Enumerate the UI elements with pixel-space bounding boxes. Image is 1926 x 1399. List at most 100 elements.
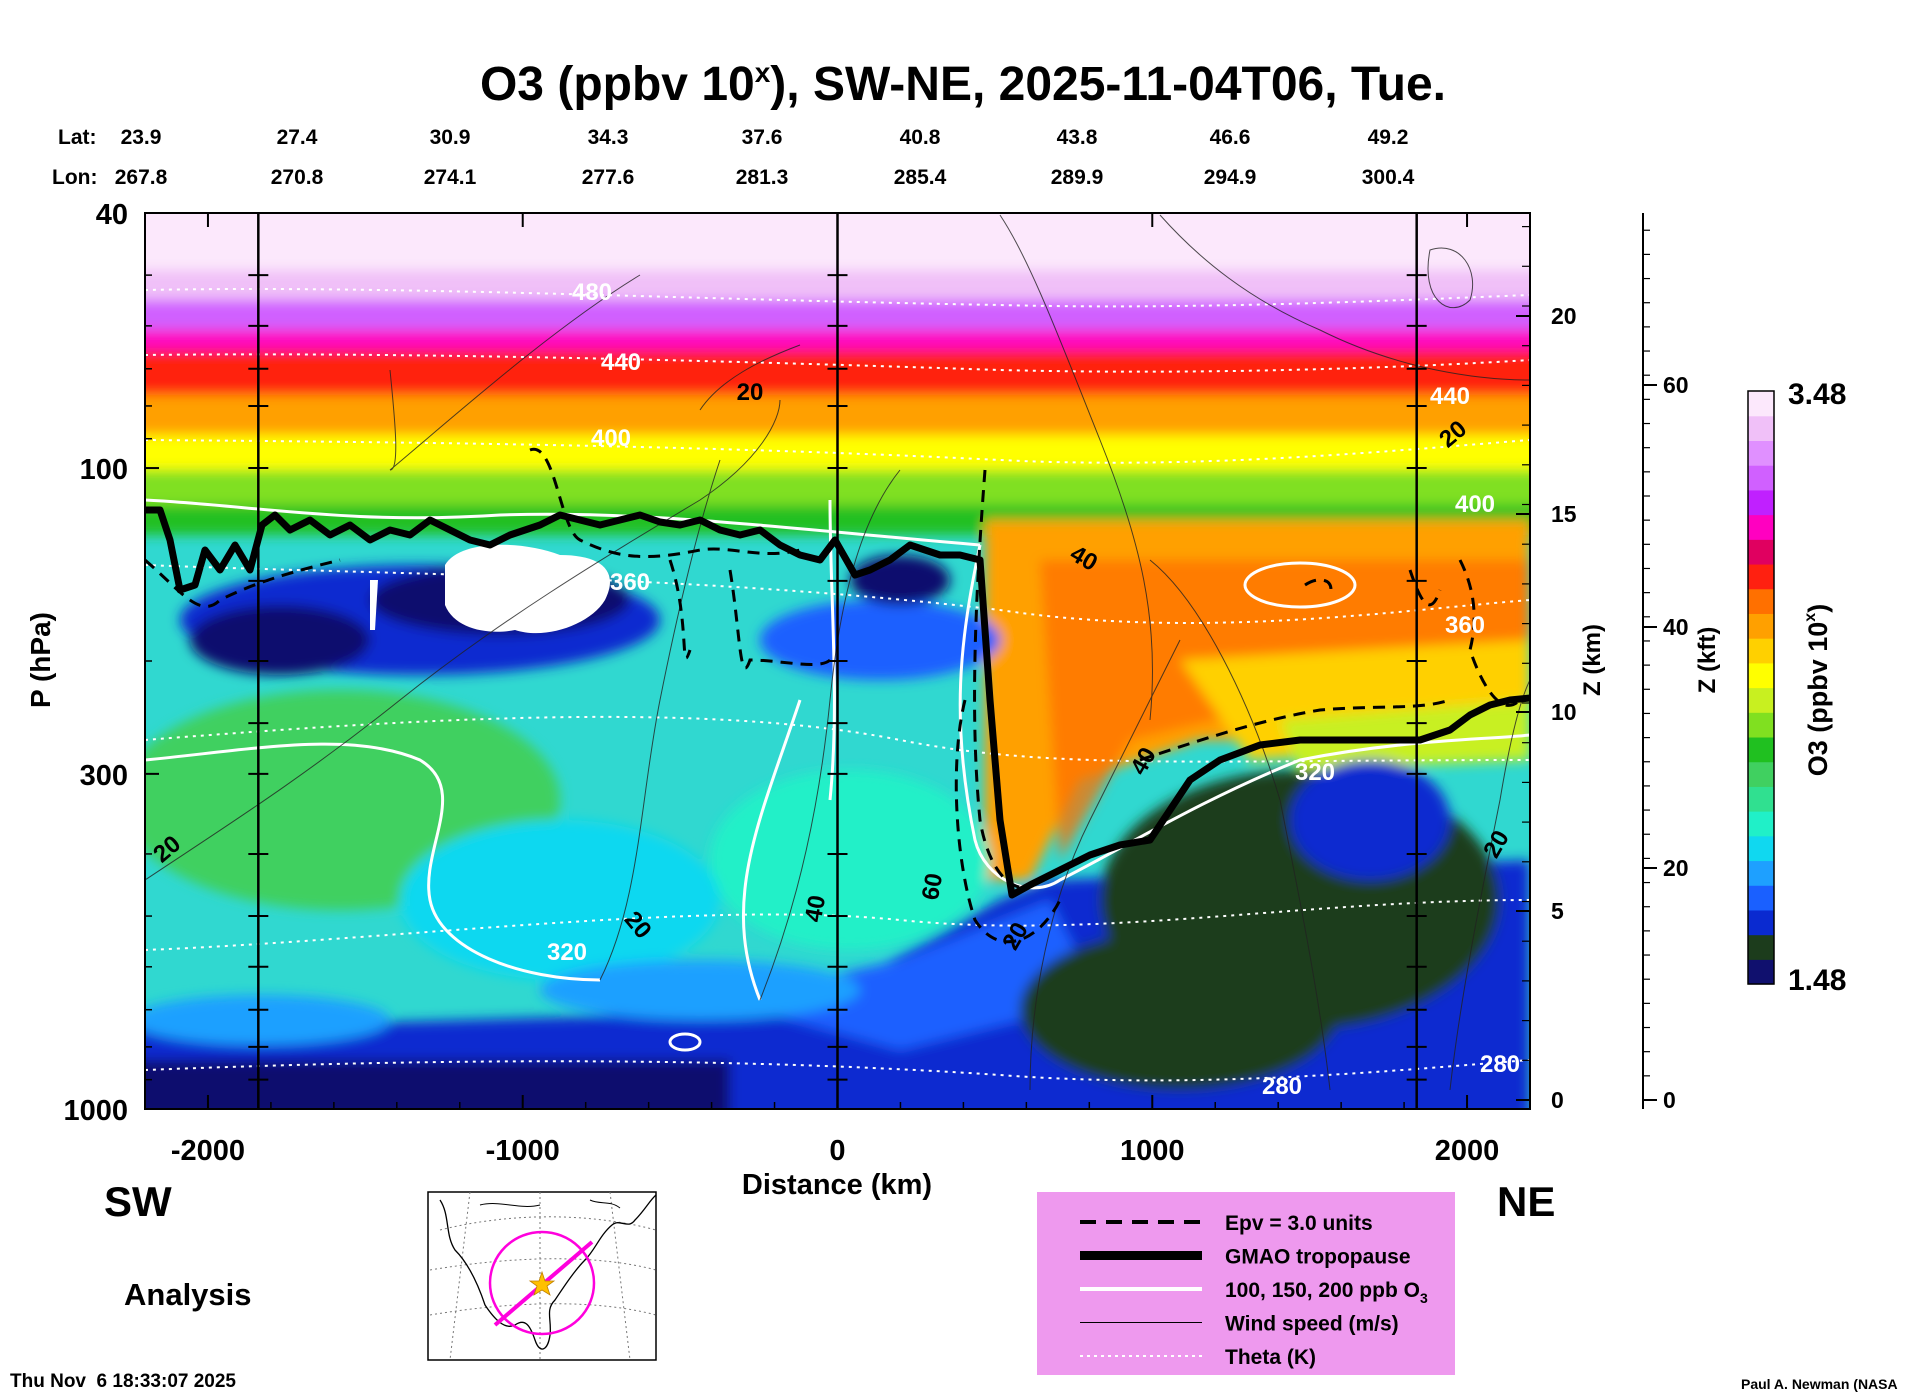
credit: Paul A. Newman (NASA (1741, 1376, 1898, 1392)
domain-circle (488, 1230, 596, 1336)
lat-value: 23.9 (121, 126, 162, 149)
theta-label: 440 (1430, 383, 1470, 410)
colorbar-swatch (1748, 588, 1774, 614)
colorbar-swatch (1748, 959, 1774, 985)
analysis-label: Analysis (124, 1277, 252, 1312)
x-tick-label: 2000 (1435, 1135, 1500, 1167)
x-tick-label: -1000 (486, 1135, 560, 1167)
lat-value: 27.4 (277, 126, 318, 149)
theta-label: 480 (572, 279, 612, 306)
z-kft-tick-label: 40 (1663, 614, 1689, 640)
lon-value: 274.1 (424, 166, 477, 189)
colorbar-swatch (1748, 662, 1774, 689)
x-tick-label: 1000 (1120, 1135, 1185, 1167)
title-superscript: x (755, 57, 771, 88)
lat-value: 37.6 (742, 126, 783, 149)
tropopause-line (145, 506, 1530, 899)
lon-value: 294.9 (1204, 166, 1257, 189)
colorbar-swatch (1748, 563, 1774, 590)
lat-value: 30.9 (430, 126, 471, 149)
theta-label: 360 (610, 569, 650, 596)
lon-value: 285.4 (894, 166, 947, 189)
z-km-tick-label: 10 (1551, 699, 1577, 725)
y-tick-label: 300 (80, 760, 128, 792)
colorbar-swatch (1748, 539, 1774, 565)
sw-label: SW (104, 1178, 172, 1225)
x-tick-label: 0 (829, 1135, 845, 1167)
z-kft-tick-label: 0 (1663, 1087, 1676, 1113)
colorbar-swatch (1748, 712, 1774, 738)
colorbar-swatch (1748, 465, 1774, 491)
y-tick-label: 40 (96, 199, 128, 231)
colorbar-swatch (1748, 860, 1774, 886)
lon-value: 277.6 (582, 166, 635, 189)
legend-label: 100, 150, 200 ppb O3 (1225, 1279, 1428, 1306)
colorbar-swatch (1748, 638, 1774, 664)
y-axis-title: P (hPa) (25, 612, 56, 708)
colorbar-swatch (1748, 489, 1774, 516)
z-km-title: Z (km) (1579, 624, 1606, 696)
colorbar-swatch (1748, 786, 1774, 812)
colorbar-swatch (1748, 909, 1774, 936)
center-star-icon (528, 1270, 556, 1296)
colorbar: 3.48 1.48 O3 (ppbv 10x) (1747, 378, 1846, 997)
colorbar-swatch (1748, 885, 1774, 911)
theta-label: 280 (1480, 1051, 1520, 1078)
lon-value: 281.3 (736, 166, 789, 189)
contour-labels: 4804404003603202804404003603202802040604… (148, 279, 1520, 1100)
legend-label: Theta (K) (1225, 1346, 1316, 1369)
lon-value: 300.4 (1362, 166, 1415, 189)
colorbar-swatch (1748, 934, 1774, 960)
z-km-tick-label: 20 (1551, 303, 1577, 329)
theta-label: 280 (1262, 1073, 1302, 1100)
colorbar-swatch (1748, 391, 1774, 417)
legend: Epv = 3.0 units GMAO tropopause 100, 150, … (1037, 1192, 1455, 1375)
wind-label: 40 (800, 893, 831, 924)
wind-label: 60 (917, 871, 948, 902)
theta-label: 400 (591, 425, 631, 452)
y-tick-label: 100 (80, 454, 128, 486)
colorbar-swatch (1748, 613, 1774, 639)
z-km-tick-label: 15 (1551, 501, 1577, 527)
inset-map (427, 1191, 657, 1361)
theta-label: 440 (601, 349, 641, 376)
z-kft-title: Z (kft) (1694, 627, 1721, 694)
theta-label: 400 (1455, 491, 1495, 518)
theta-label: 360 (1445, 612, 1485, 639)
z-kft-tick-label: 20 (1663, 855, 1689, 881)
lat-label: Lat: (58, 126, 97, 149)
colorbar-min-label: 1.48 (1788, 964, 1846, 997)
legend-label: GMAO tropopause (1225, 1246, 1411, 1269)
theta-contours (145, 287, 1530, 1082)
colorbar-swatch (1748, 736, 1774, 763)
colorbar-max-label: 3.48 (1788, 378, 1846, 411)
z-km-tick-label: 5 (1551, 898, 1564, 924)
lon-value: 270.8 (271, 166, 324, 189)
lon-value: 289.9 (1051, 166, 1104, 189)
lat-value: 46.6 (1210, 126, 1251, 149)
lon-label: Lon: (52, 166, 97, 189)
legend-label: Wind speed (m/s) (1225, 1313, 1399, 1336)
colorbar-swatch (1748, 761, 1774, 787)
lat-value: 49.2 (1368, 126, 1409, 149)
colorbar-frame (1747, 390, 1775, 985)
colorbar-swatch (1748, 687, 1774, 713)
lon-value: 267.8 (115, 166, 168, 189)
legend-label: Epv = 3.0 units (1225, 1212, 1373, 1235)
colorbar-swatch (1748, 440, 1774, 466)
lat-value: 40.8 (900, 126, 941, 149)
colorbar-swatch (1748, 415, 1774, 442)
theta-label: 320 (1295, 759, 1335, 786)
chart-title: O3 (ppbv 10x), SW-NE, 2025-11-04T06, Tue… (480, 57, 1446, 111)
wind-label: 20 (737, 379, 764, 406)
lat-value: 34.3 (588, 126, 629, 149)
colorbar-swatch (1748, 835, 1774, 862)
y-tick-label: 1000 (63, 1095, 128, 1127)
timestamp: Thu Nov 6 18:33:07 2025 (10, 1371, 236, 1392)
colorbar-title: O3 (ppbv 10x) (1802, 604, 1833, 776)
x-axis-title: Distance (km) (742, 1169, 932, 1201)
colorbar-swatch (1748, 811, 1774, 837)
lat-value: 43.8 (1057, 126, 1098, 149)
